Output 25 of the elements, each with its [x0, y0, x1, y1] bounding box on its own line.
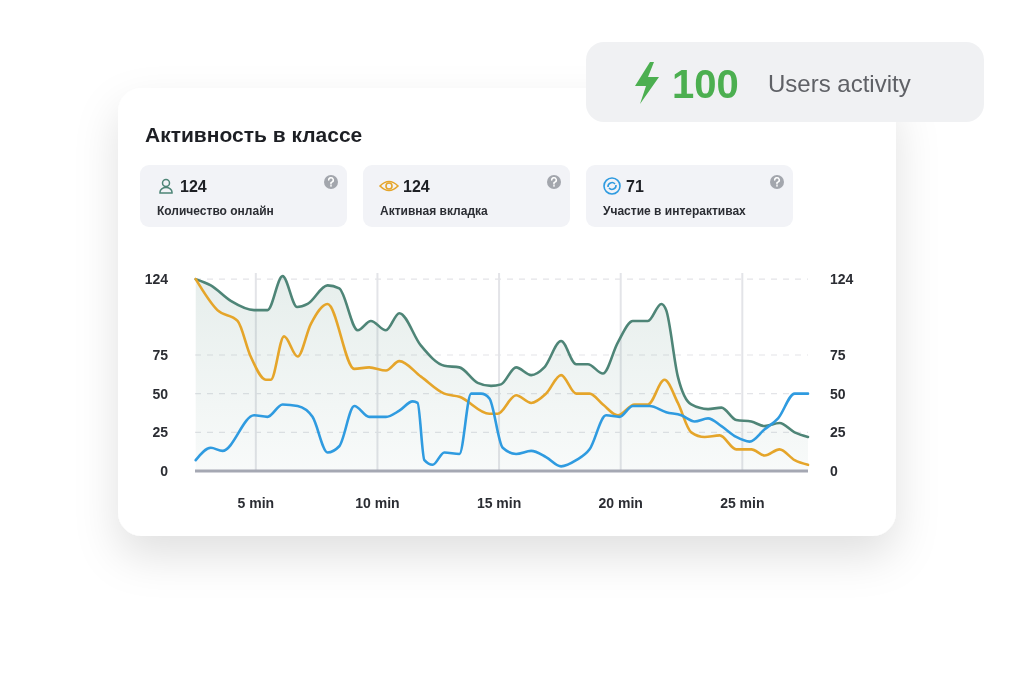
x-tick-label: 5 min — [237, 495, 275, 511]
y2-tick-label: 75 — [830, 346, 846, 363]
x-tick-label: 20 min — [598, 495, 643, 511]
y2-tick-label: 25 — [830, 424, 846, 441]
x-tick-label: 10 min — [355, 495, 400, 511]
y2-tick-label: 0 — [830, 462, 838, 479]
y-tick-label: 50 — [152, 385, 169, 402]
x-tick-label: 15 min — [476, 495, 522, 511]
y2-tick-label: 124 — [830, 271, 854, 288]
y-tick-label: 25 — [152, 424, 169, 441]
text: Активность в классе — [145, 123, 363, 146]
category-label: Users activity — [768, 70, 911, 97]
y-tick-label: 124 — [144, 271, 169, 288]
category-label: Участие в интерактивах — [603, 204, 747, 218]
y2-tick-label: 50 — [830, 385, 846, 402]
data-label: 124 — [180, 178, 207, 195]
y-tick-label: 75 — [152, 346, 169, 363]
category-label: Активная вкладка — [380, 204, 489, 218]
y-tick-label: 0 — [160, 462, 169, 479]
data-label: 100 — [672, 62, 739, 106]
x-tick-label: 25 min — [720, 495, 765, 511]
data-label: 71 — [626, 178, 644, 195]
data-label: 124 — [403, 178, 430, 195]
category-label: Количество онлайн — [157, 204, 274, 218]
line-series — [194, 392, 810, 468]
